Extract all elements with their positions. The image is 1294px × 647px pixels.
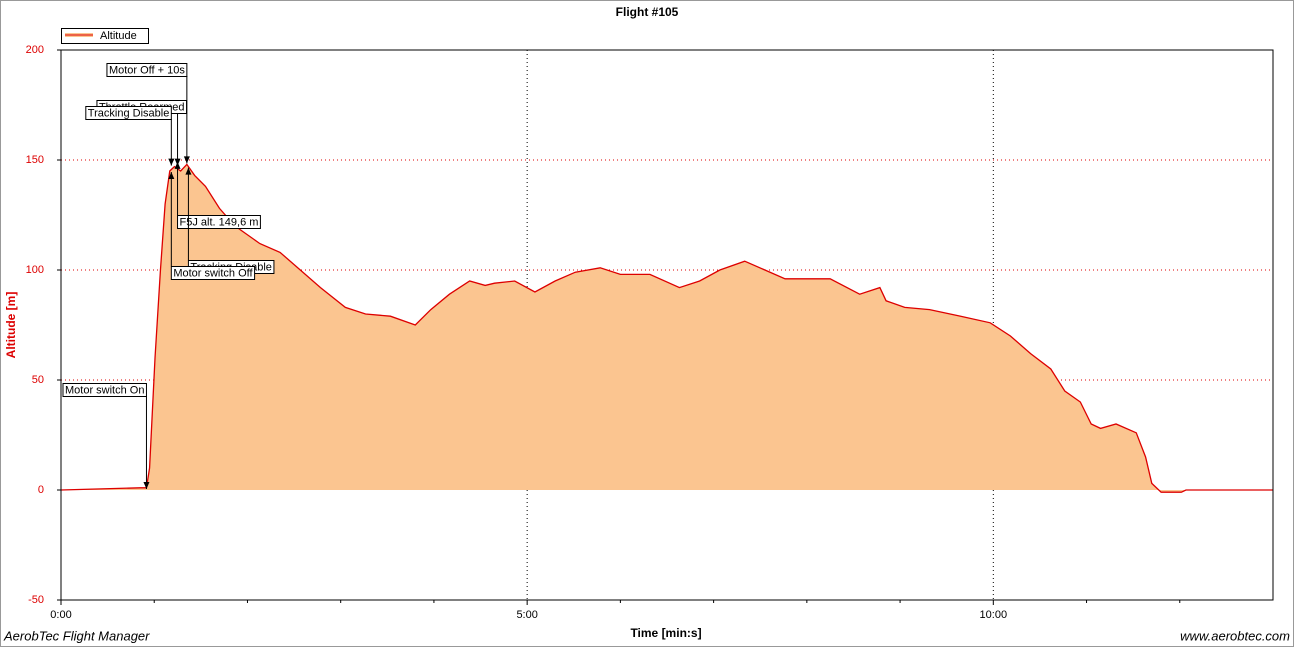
annotation-label: Motor switch Off [173,267,253,279]
x-axis-label: Time [min:s] [630,626,701,640]
annotation: Motor switch Off [168,172,256,280]
annotation: Motor Off + 10s [106,63,190,164]
y-tick-label: 100 [26,264,44,276]
x-tick-label: 5:00 [516,609,537,621]
annotation-arrowhead [143,482,150,489]
annotation-box [106,63,188,77]
annotation-arrowhead [185,167,192,175]
legend-box [61,28,149,44]
annotation: Motor switch On [62,383,150,489]
annotation-arrowhead [168,158,175,166]
annotation-label: Motor switch On [65,384,144,396]
footer-right: www.aerobtec.com [1180,628,1290,643]
y-axis-label: Altitude [m] [4,292,18,359]
annotation-label: Tracking Disable [88,107,170,119]
annotation-box [85,106,172,120]
annotation-box [62,383,147,397]
legend-label: Altitude [100,30,137,42]
y-tick-label: 50 [32,374,44,386]
annotation-arrowhead [183,156,190,164]
plot-border [60,49,1274,601]
y-tick-label: 150 [26,154,44,166]
y-tick-label: -50 [28,594,44,606]
annotation-label: F5J alt. 149,6 m [180,216,259,228]
line [60,163,1273,493]
legend: Altitude [61,28,149,44]
annotation-label: Motor Off + 10s [109,64,185,76]
annotation-arrowhead [168,172,175,179]
annotation: Tracking Disable [85,106,175,166]
annotation-box [170,266,256,280]
annotation: F5J alt. 149,6 m [174,161,261,229]
y-tick-label: 200 [26,44,44,56]
chart-title: Flight #105 [616,5,679,19]
footer-left: AerobTec Flight Manager [3,628,150,643]
x-tick-label: 10:00 [980,609,1008,621]
x-tick-label: 0:00 [50,609,71,621]
area [61,164,1273,493]
annotation-box [177,215,261,229]
y-tick-label: 0 [38,484,44,496]
annotation-arrowhead [174,161,181,169]
